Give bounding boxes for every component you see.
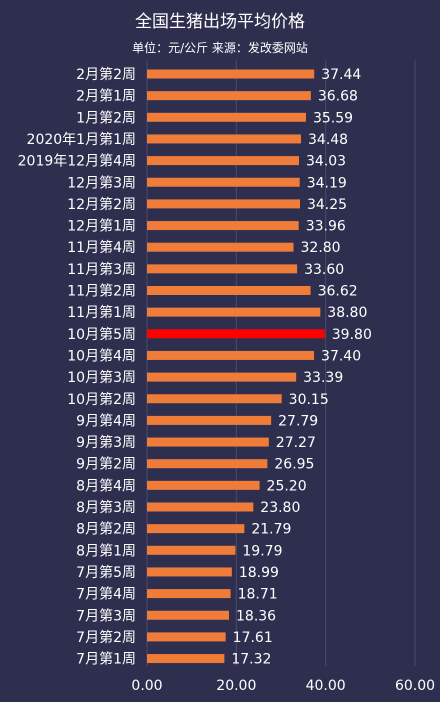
category-label: 10月第4周 xyxy=(67,347,136,364)
bar xyxy=(147,372,297,382)
bar xyxy=(147,394,282,404)
bar xyxy=(147,286,311,295)
value-label: 18.99 xyxy=(239,565,279,581)
category-labels: 2月第2周 2月第1周 1月第2周 2020年1月第1周 2019年12月第4周 12月第… xyxy=(18,66,136,668)
bar xyxy=(147,69,315,79)
category-label: 8月第1周 xyxy=(76,542,136,559)
value-label: 33.60 xyxy=(304,262,344,278)
x-tick-label: 40.00 xyxy=(306,678,346,694)
bar xyxy=(147,654,225,664)
category-label: 2月第2周 xyxy=(76,66,136,83)
category-label: 8月第4周 xyxy=(76,477,136,494)
bar xyxy=(147,156,300,166)
value-label: 34.19 xyxy=(307,175,347,191)
value-labels: 37.44 36.68 35.59 34.48 34.03 34.19 34.25 33.96… xyxy=(231,67,372,668)
value-label: 21.79 xyxy=(251,522,291,538)
bar xyxy=(147,524,245,534)
value-label: 23.80 xyxy=(260,500,300,516)
bar xyxy=(147,112,306,122)
chart-subtitle: 单位：元/公斤 来源：发改委网站 xyxy=(132,40,308,55)
value-label: 27.79 xyxy=(278,413,318,429)
bar xyxy=(147,307,321,317)
bar xyxy=(147,134,302,144)
value-label: 37.44 xyxy=(321,67,361,83)
value-label: 26.95 xyxy=(274,457,314,473)
x-tick-label: 0.00 xyxy=(131,678,162,694)
bar xyxy=(147,545,236,555)
category-label: 9月第3周 xyxy=(76,434,136,451)
value-label: 18.71 xyxy=(238,587,278,603)
category-label: 2019年12月第4周 xyxy=(18,153,136,170)
value-label: 34.03 xyxy=(306,154,346,170)
bar xyxy=(147,242,294,252)
value-label: 19.79 xyxy=(242,543,282,559)
bar xyxy=(147,459,268,469)
value-label: 38.80 xyxy=(327,305,367,321)
bar xyxy=(147,437,269,447)
value-label: 32.80 xyxy=(301,240,341,256)
value-label: 36.68 xyxy=(318,89,358,105)
value-label: 30.15 xyxy=(289,392,329,408)
value-label: 17.61 xyxy=(233,630,273,646)
bar xyxy=(147,480,260,490)
category-label: 2月第1周 xyxy=(76,88,136,105)
category-label: 11月第4周 xyxy=(67,239,136,256)
category-label: 7月第5周 xyxy=(76,564,136,581)
category-label: 7月第1周 xyxy=(76,651,136,668)
category-label: 11月第2周 xyxy=(67,283,136,300)
bar xyxy=(147,221,299,231)
category-label: 12月第1周 xyxy=(67,218,136,235)
category-label: 12月第2周 xyxy=(67,196,136,213)
category-label: 10月第5周 xyxy=(67,326,136,343)
bar xyxy=(147,610,230,620)
category-label: 9月第4周 xyxy=(76,412,136,429)
bar xyxy=(147,502,254,512)
value-label: 34.25 xyxy=(307,197,347,213)
value-label: 33.39 xyxy=(303,370,343,386)
value-label: 27.27 xyxy=(276,435,316,451)
bar xyxy=(147,589,231,599)
category-label: 12月第3周 xyxy=(67,174,136,191)
category-label: 9月第2周 xyxy=(76,456,136,473)
value-label: 33.96 xyxy=(306,219,346,235)
category-label: 1月第2周 xyxy=(76,109,136,126)
value-label: 34.48 xyxy=(308,132,348,148)
bars xyxy=(147,69,325,664)
value-label: 37.40 xyxy=(321,348,361,364)
bar xyxy=(147,415,272,425)
bar xyxy=(147,264,298,274)
category-label: 7月第2周 xyxy=(76,629,136,646)
bar xyxy=(147,567,232,577)
value-label: 18.36 xyxy=(236,608,276,624)
value-label: 25.20 xyxy=(267,478,307,494)
value-label: 36.62 xyxy=(318,284,358,300)
bar xyxy=(147,632,226,642)
category-label: 2020年1月第1周 xyxy=(27,131,136,148)
category-label: 7月第4周 xyxy=(76,586,136,603)
x-tick-label: 20.00 xyxy=(216,678,256,694)
category-label: 7月第3周 xyxy=(76,607,136,624)
x-axis-ticks: 0.00 20.00 40.00 60.00 xyxy=(131,678,435,694)
category-label: 11月第1周 xyxy=(67,304,136,321)
chart-title: 全国生猪出场平均价格 xyxy=(135,12,305,32)
value-label: 39.80 xyxy=(332,327,372,343)
category-label: 8月第2周 xyxy=(76,521,136,538)
category-label: 10月第3周 xyxy=(67,369,136,386)
category-label: 8月第3周 xyxy=(76,499,136,516)
category-label: 11月第3周 xyxy=(67,261,136,278)
bar xyxy=(147,177,300,187)
value-label: 17.32 xyxy=(231,652,271,668)
category-label: 10月第2周 xyxy=(67,391,136,408)
value-label: 35.59 xyxy=(313,110,353,126)
bar xyxy=(147,91,311,101)
bar xyxy=(147,199,300,209)
bar-highlighted xyxy=(147,329,325,339)
bar xyxy=(147,350,315,360)
x-tick-label: 60.00 xyxy=(395,678,435,694)
